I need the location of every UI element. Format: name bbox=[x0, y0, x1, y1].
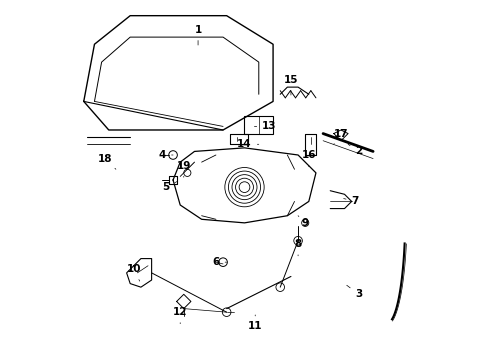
Text: 16: 16 bbox=[301, 150, 315, 167]
Text: 4: 4 bbox=[158, 150, 173, 160]
Text: 8: 8 bbox=[294, 239, 301, 256]
Text: 9: 9 bbox=[298, 216, 308, 228]
Text: 13: 13 bbox=[254, 121, 276, 131]
Text: 5: 5 bbox=[162, 181, 177, 192]
Text: 15: 15 bbox=[283, 75, 298, 95]
Text: 19: 19 bbox=[176, 161, 191, 177]
Text: 6: 6 bbox=[212, 257, 226, 267]
Text: 14: 14 bbox=[237, 139, 258, 149]
Text: 11: 11 bbox=[247, 315, 262, 332]
Text: 3: 3 bbox=[346, 285, 362, 299]
Text: 12: 12 bbox=[173, 307, 187, 324]
Text: 7: 7 bbox=[343, 197, 358, 206]
Text: 18: 18 bbox=[98, 154, 116, 169]
Text: 1: 1 bbox=[194, 25, 201, 45]
Text: 2: 2 bbox=[347, 144, 362, 157]
Bar bbox=[244, 116, 272, 134]
Text: 10: 10 bbox=[126, 264, 141, 281]
Text: 17: 17 bbox=[333, 129, 347, 144]
